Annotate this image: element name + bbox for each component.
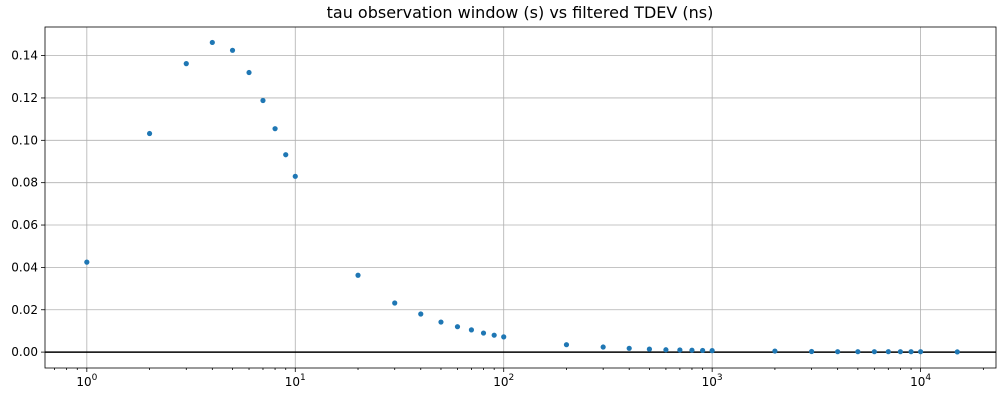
axis-ticks [41,55,984,372]
x-tick-label: 104 [910,373,931,389]
chart-title: tau observation window (s) vs filtered T… [327,3,714,22]
data-point [480,330,487,336]
data-point [454,324,461,330]
x-tick-labels: 100 101 102 103 104 [76,373,931,389]
data-point [897,349,903,355]
data-point [626,345,632,351]
data-point [229,47,236,53]
data-point [600,344,606,350]
data-point [491,332,497,338]
data-point [501,334,507,340]
data-points [84,39,960,355]
data-point [292,173,298,179]
data-point [183,61,189,67]
data-point [871,349,877,355]
data-point [835,349,841,355]
data-point [392,300,398,306]
grid-lines [45,27,996,368]
data-point [246,69,252,76]
plot-frame [44,26,997,369]
y-tick-label: 0.10 [11,133,38,147]
data-point [146,130,153,137]
data-point [855,349,861,355]
y-tick-label: 0.00 [11,345,38,359]
data-point [563,342,570,348]
x-tick-label: 103 [702,373,723,389]
data-point [709,348,715,354]
x-tick-label: 100 [76,373,97,389]
data-point [260,97,266,104]
data-point [209,39,215,46]
data-point [438,319,444,325]
data-point [954,349,960,355]
data-point [772,348,778,354]
data-point [283,152,289,158]
y-tick-label: 0.08 [11,176,38,190]
data-point [677,347,683,353]
data-point [908,349,914,355]
data-point [272,126,278,132]
data-point [646,346,653,352]
data-point [418,311,424,317]
x-tick-label: 102 [493,373,514,389]
data-point [663,347,669,353]
y-tick-labels: 0.00 0.02 0.04 0.06 0.08 0.10 0.12 0.14 [11,49,38,360]
data-point [885,349,891,355]
y-tick-label: 0.02 [11,303,38,317]
data-point [918,349,924,355]
data-point [809,348,815,355]
y-tick-label: 0.12 [11,91,38,105]
data-point [355,272,361,278]
data-point [689,347,695,353]
data-point [700,347,706,354]
y-tick-label: 0.14 [11,49,38,63]
x-tick-label: 101 [285,373,306,389]
data-point [468,327,475,333]
y-tick-label: 0.04 [11,260,38,274]
y-tick-label: 0.06 [11,218,38,232]
data-point [84,259,90,265]
